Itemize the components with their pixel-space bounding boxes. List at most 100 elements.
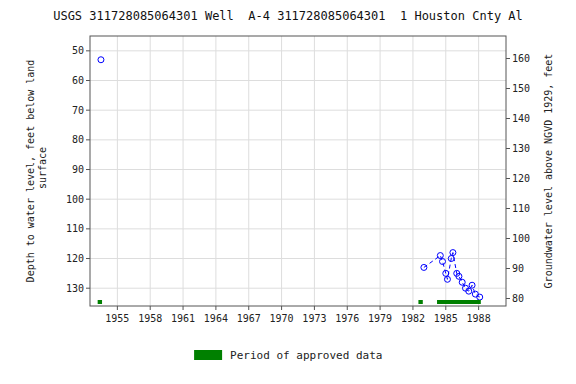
tick-label: 1955: [105, 313, 129, 324]
title: USGS 311728085064301 Well A-4 3117280850…: [53, 9, 523, 23]
period-bar: [418, 300, 422, 304]
legend-swatch: [194, 350, 222, 360]
tick-label: 90: [72, 164, 84, 175]
tick-label: 120: [512, 173, 530, 184]
grid-line: [90, 199, 506, 200]
tick: [347, 306, 348, 310]
grid-line: [90, 110, 506, 111]
grid-line: [215, 36, 216, 306]
tick: [445, 306, 446, 310]
grid-line: [117, 36, 118, 306]
legend: Period of approved data: [194, 349, 382, 362]
tick-label: 60: [72, 75, 84, 86]
legend-label: Period of approved data: [230, 349, 382, 362]
tick: [506, 118, 510, 119]
point: [472, 291, 478, 297]
tick-label: 130: [66, 283, 84, 294]
tick-label: 140: [512, 113, 530, 124]
grid-line: [347, 36, 348, 306]
tick-label: 80: [72, 134, 84, 145]
tick-label: 1988: [467, 313, 491, 324]
grid-line: [248, 36, 249, 306]
tick: [117, 306, 118, 310]
tick: [380, 306, 381, 310]
y-axis-label: Depth to water level, feet below land su…: [25, 60, 48, 283]
tick: [86, 110, 90, 111]
tick-label: 160: [512, 53, 530, 64]
tick-label: 1982: [401, 313, 425, 324]
y-axis: 5060708090100110120130: [66, 45, 90, 293]
tick: [86, 288, 90, 289]
tick: [506, 268, 510, 269]
y2-axis: 160 150 140 130 120 110 100 90 80: [506, 53, 530, 304]
plot-area: [98, 57, 483, 304]
grid-line: [445, 36, 446, 306]
period-bars: [98, 300, 481, 304]
grid: [90, 36, 506, 306]
tick-label: 90: [512, 263, 524, 274]
tick-label: 1964: [204, 313, 228, 324]
period-bar: [437, 300, 481, 304]
tick-label: 100: [512, 233, 530, 244]
point: [98, 57, 104, 63]
grid-line: [412, 36, 413, 306]
tick-label: 1979: [368, 313, 392, 324]
tick-label: 1973: [302, 313, 326, 324]
point: [459, 279, 465, 285]
tick: [86, 80, 90, 81]
grid-line: [90, 139, 506, 140]
tick: [506, 88, 510, 89]
grid-line: [380, 36, 381, 306]
tick-label: 1985: [434, 313, 458, 324]
tick-label: 70: [72, 105, 84, 116]
tick: [506, 148, 510, 149]
tick-label: 1967: [237, 313, 261, 324]
period-bar: [98, 300, 102, 304]
tick: [506, 58, 510, 59]
grid-line: [90, 169, 506, 170]
tick-label: 80: [512, 293, 524, 304]
tick-label: 1958: [138, 313, 162, 324]
tick-label: 130: [512, 143, 530, 154]
tick: [86, 228, 90, 229]
tick-label: 100: [66, 194, 84, 205]
tick-label: 1970: [270, 313, 294, 324]
grid-line: [90, 288, 506, 289]
tick-label: 110: [512, 203, 530, 214]
tick: [86, 258, 90, 259]
tick: [86, 169, 90, 170]
tick: [215, 306, 216, 310]
x-axis: 1955 1958 1961 1964 1967 1970 1973 1976 1979 1982…: [105, 306, 490, 324]
point: [440, 258, 446, 264]
tick: [412, 306, 413, 310]
grid-line: [90, 228, 506, 229]
tick: [281, 306, 282, 310]
tick: [86, 139, 90, 140]
grid-line: [478, 36, 479, 306]
grid-line: [90, 80, 506, 81]
tick: [248, 306, 249, 310]
tick: [183, 306, 184, 310]
tick: [86, 199, 90, 200]
tick: [506, 238, 510, 239]
tick: [478, 306, 479, 310]
tick-label: 150: [512, 83, 530, 94]
tick: [506, 178, 510, 179]
line: [424, 253, 480, 298]
grid-line: [314, 36, 315, 306]
tick-label: 1976: [335, 313, 359, 324]
tick-label: 110: [66, 223, 84, 234]
grid-line: [90, 50, 506, 51]
grid-line: [183, 36, 184, 306]
chart: 1955 1958 1961 1964 1967 1970 1973 1976 1979 1982…: [0, 0, 576, 384]
tick: [506, 298, 510, 299]
tick: [314, 306, 315, 310]
tick-label: 1961: [171, 313, 195, 324]
y2-axis-label: Groundwater level above NGVD 1929, feet: [543, 54, 554, 289]
grid-line: [281, 36, 282, 306]
grid-line: [150, 36, 151, 306]
tick-label: 120: [66, 253, 84, 264]
tick: [86, 50, 90, 51]
tick: [150, 306, 151, 310]
tick: [506, 208, 510, 209]
